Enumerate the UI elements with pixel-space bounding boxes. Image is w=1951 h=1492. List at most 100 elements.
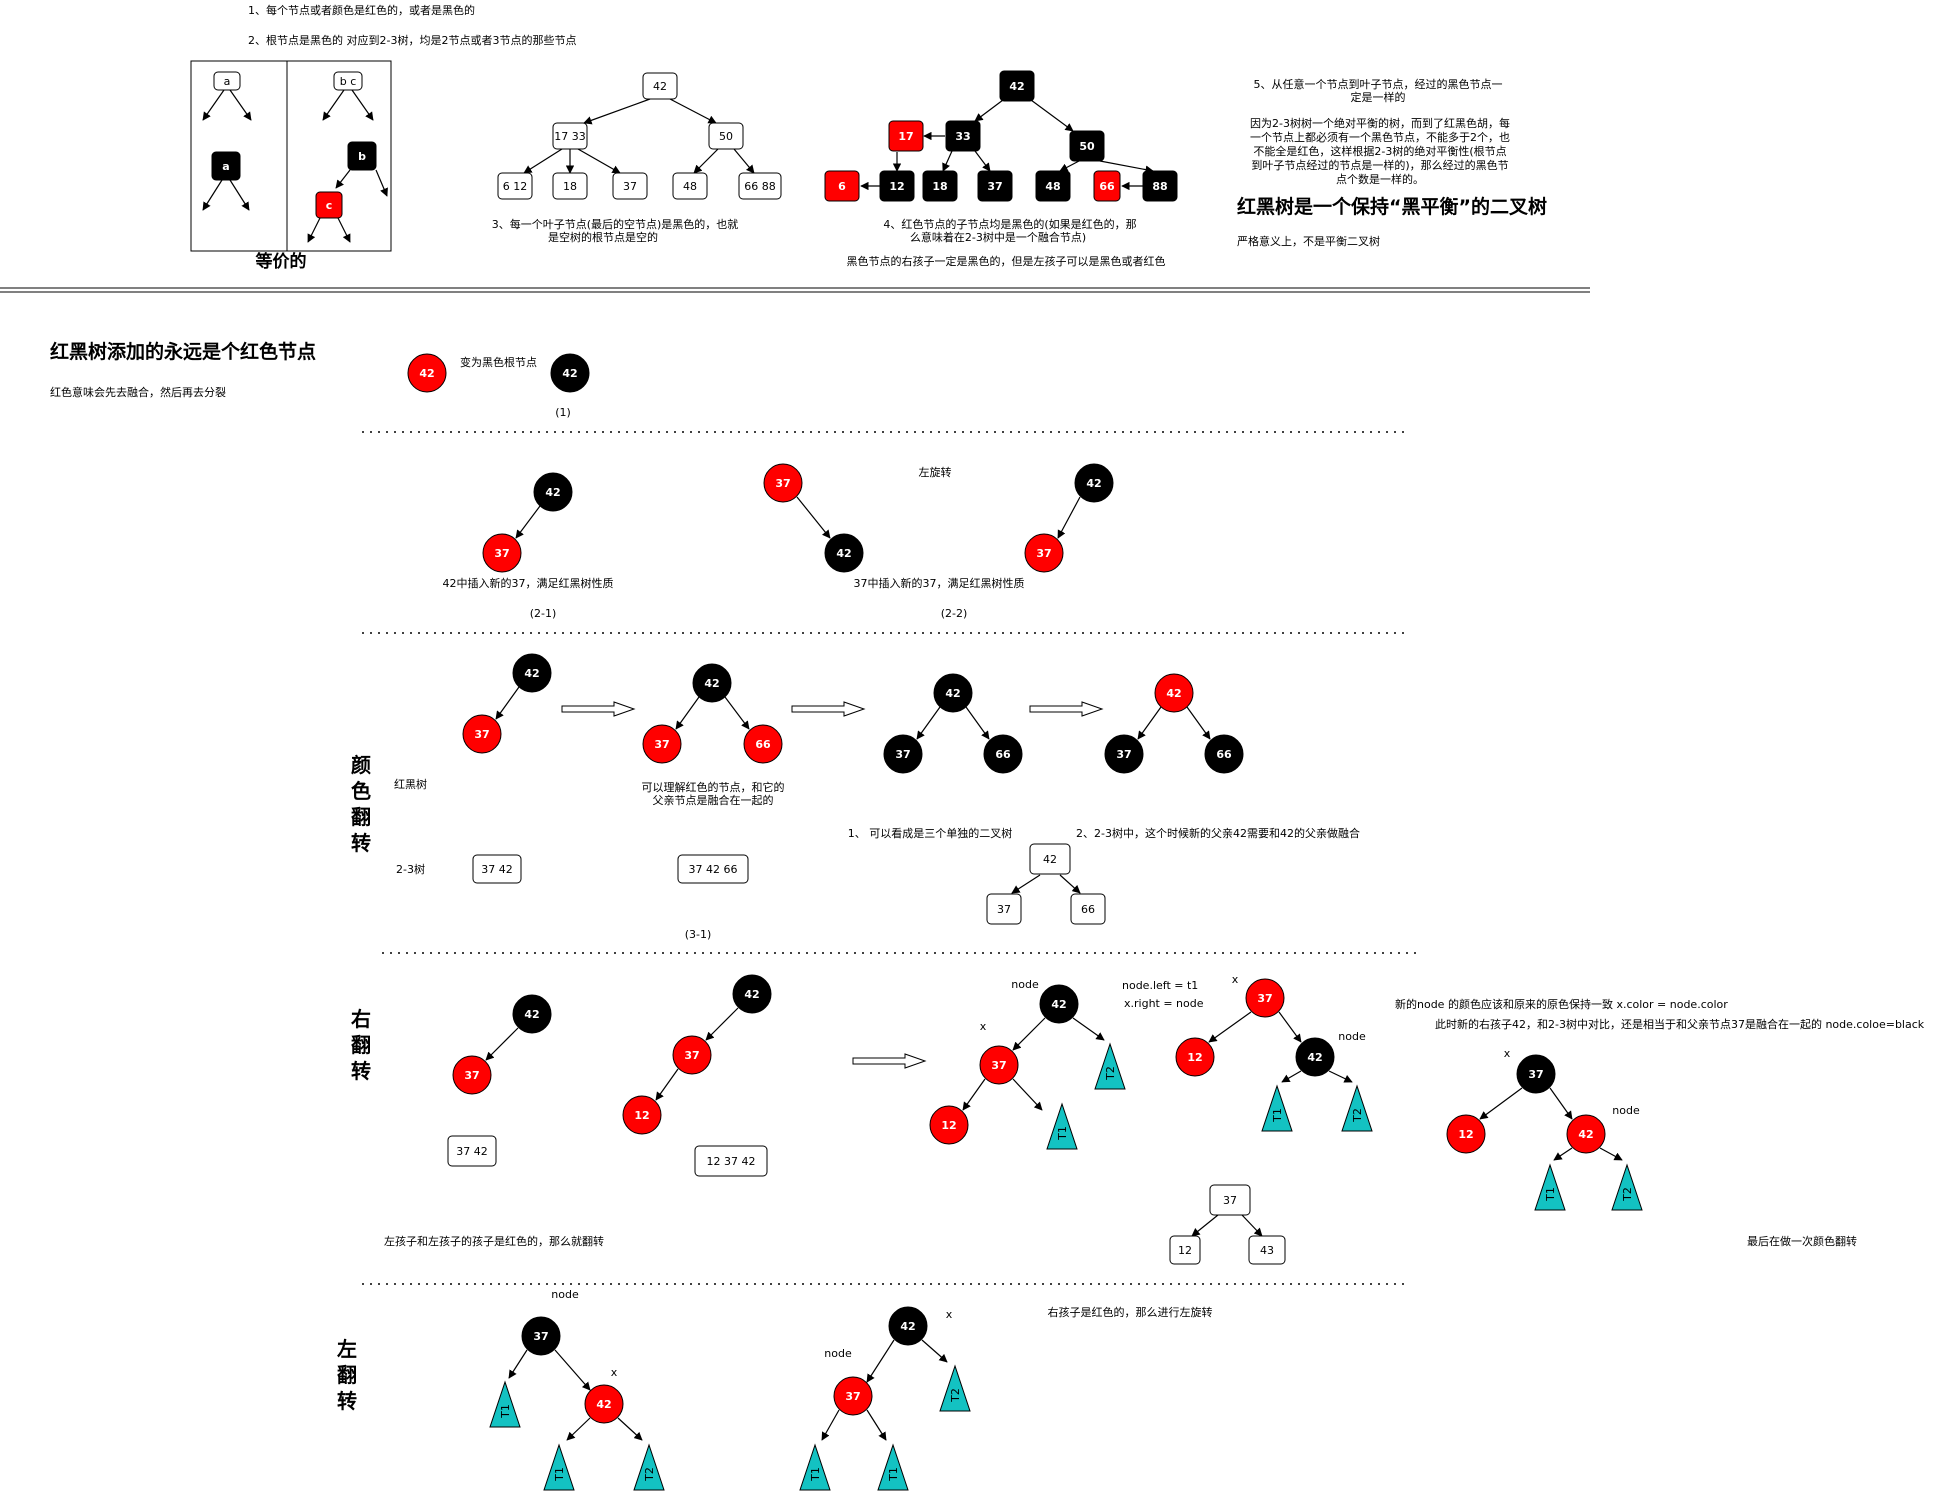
rf-23-node-37-42: 37 42 bbox=[447, 1135, 497, 1167]
node-value: 37 42 bbox=[456, 1145, 488, 1158]
step22-rotated-red-37: 37 bbox=[1024, 533, 1064, 573]
rf3-node-label: node bbox=[1612, 1104, 1640, 1117]
edge-arrow bbox=[733, 148, 755, 174]
edge-arrow bbox=[375, 169, 388, 197]
new-node-color-note: 新的node 的颜色应该和原来的原色保持一致 x.color = node.co… bbox=[1395, 997, 1728, 1011]
node-value: 12 bbox=[634, 1109, 649, 1122]
rb-node-50: 50 bbox=[1069, 130, 1105, 162]
edge-arrow bbox=[1012, 1078, 1043, 1111]
reason-line-1: 因为2-3树树一个绝对平衡的树，而到了红黑色胡，每 bbox=[1250, 116, 1510, 130]
tree23-node-50: 50 bbox=[708, 122, 744, 150]
rf-step5-red-42: 42 bbox=[1566, 1114, 1606, 1154]
edge-arrow bbox=[693, 148, 719, 174]
rf-23-split-37: 37 bbox=[1209, 1184, 1251, 1216]
cf-step1-red-37: 37 bbox=[462, 714, 502, 754]
lf2-subtree-T1: T1 bbox=[543, 1443, 575, 1491]
node-value: 12 37 42 bbox=[707, 1155, 756, 1168]
node-value: 37 bbox=[1223, 1194, 1237, 1207]
edge-arrow bbox=[675, 696, 700, 730]
subtree-label: T1 bbox=[887, 1467, 900, 1482]
edge-arrow bbox=[1011, 874, 1041, 894]
rf-step2-black-42: 42 bbox=[732, 974, 772, 1014]
last-flip-note: 最后在做一次颜色翻转 bbox=[1747, 1234, 1857, 1248]
rf2-node-label: node bbox=[1338, 1030, 1366, 1043]
cf-step3-black-66: 66 bbox=[983, 734, 1023, 774]
cf-23-node-37-42: 37 42 bbox=[472, 854, 522, 884]
strict-note: 严格意义上，不是平衡二叉树 bbox=[1237, 234, 1380, 248]
node-c-red: c bbox=[315, 191, 343, 219]
step1-red-42: 42 bbox=[407, 353, 447, 393]
node-value: 37 bbox=[997, 903, 1011, 916]
node-value: 12 bbox=[941, 1119, 956, 1132]
node-value: 42 bbox=[836, 547, 851, 560]
step-label-1: (1) bbox=[555, 406, 571, 419]
tree23-root-42: 42 bbox=[642, 72, 678, 100]
subtree-label: T1 bbox=[553, 1467, 566, 1482]
edge-arrow bbox=[1030, 99, 1074, 132]
cf-23-split-42: 42 bbox=[1029, 843, 1071, 875]
rb-tree-label: 红黑树 bbox=[394, 777, 427, 791]
rf-x-label: x bbox=[980, 1020, 987, 1033]
node-value: 33 bbox=[955, 130, 970, 143]
tree-23-label: 2-3树 bbox=[396, 862, 425, 876]
node-value: 66 bbox=[755, 738, 771, 751]
lf3-subtree-T1: T1 bbox=[799, 1443, 831, 1491]
rule-3-text-a: 3、每一个叶子节点(最后的空节点)是黑色的，也就 bbox=[492, 217, 739, 231]
subtree-label: T1 bbox=[1056, 1126, 1069, 1141]
cf-step4-black-66: 66 bbox=[1204, 734, 1244, 774]
rb-leaf-12: 12 bbox=[879, 170, 915, 202]
node-value: 42 bbox=[1578, 1128, 1593, 1141]
tree23-leaf-37: 37 bbox=[612, 172, 648, 200]
rf-node-label: node bbox=[1011, 978, 1039, 991]
node-value: 42 bbox=[1307, 1051, 1322, 1064]
equivalent-label: 等价的 bbox=[256, 251, 307, 272]
edge-arrow bbox=[554, 1349, 591, 1391]
rb-root-42: 42 bbox=[999, 70, 1035, 102]
node-value: 6 12 bbox=[503, 180, 528, 193]
rf3-subtree-T2: T2 bbox=[1611, 1163, 1643, 1211]
lf-subtree-T1: T1 bbox=[489, 1380, 521, 1428]
cf-23-split-37: 37 bbox=[986, 893, 1022, 925]
add-red-node-subtitle: 红色意味会先去融合，然后再去分裂 bbox=[50, 385, 226, 399]
color-flip-title: 颜色翻转 bbox=[351, 753, 371, 855]
node-value: 37 bbox=[1116, 748, 1131, 761]
rule-1-text: 1、每个节点或者颜色是红色的，或者是黑色的 bbox=[248, 3, 475, 17]
reason-line-4: 到叶子节点经过的节点是一样的)，那么经过的黑色节 bbox=[1251, 158, 1508, 172]
edge-arrow bbox=[916, 706, 941, 740]
transform-arrow bbox=[852, 1053, 927, 1069]
edge-arrow bbox=[1599, 1147, 1623, 1161]
to-black-root-label: 变为黑色根节点 bbox=[460, 355, 537, 369]
edge-arrow bbox=[583, 98, 651, 125]
lf2-node-label: node bbox=[824, 1347, 852, 1360]
rf-step4-black-42: 42 bbox=[1295, 1037, 1335, 1077]
rf-subtree-T2: T2 bbox=[1094, 1042, 1126, 1090]
node-value: c bbox=[326, 199, 333, 212]
edge-arrow bbox=[1281, 1070, 1302, 1083]
rule-5-text-b: 定是一样的 bbox=[1351, 90, 1406, 104]
node-value: 42 bbox=[1166, 687, 1181, 700]
edge-arrow bbox=[1479, 1087, 1523, 1120]
equivalence-frame bbox=[190, 60, 392, 252]
rf-step2-red-37: 37 bbox=[672, 1035, 712, 1075]
lf-step1-red-42: 42 bbox=[584, 1384, 624, 1424]
node-value: 50 bbox=[719, 130, 733, 143]
node-value: 42 bbox=[545, 486, 560, 499]
transform-arrow bbox=[561, 701, 636, 717]
node-value: 48 bbox=[1045, 180, 1060, 193]
node-value: 66 88 bbox=[744, 180, 776, 193]
node-value: 42 bbox=[1009, 80, 1024, 93]
lf-step2-red-37: 37 bbox=[833, 1376, 873, 1416]
node-a-black: a bbox=[211, 151, 241, 181]
edge-arrow bbox=[337, 217, 351, 243]
fuse-note-2: 父亲节点是融合在一起的 bbox=[653, 793, 774, 807]
transform-arrow bbox=[1029, 701, 1104, 717]
rf2-x-label: x bbox=[1232, 973, 1239, 986]
edge-arrow bbox=[724, 696, 750, 730]
rb-node-17: 17 bbox=[888, 120, 924, 152]
rf3-subtree-T1: T1 bbox=[1534, 1163, 1566, 1211]
node-value: 18 bbox=[563, 180, 577, 193]
edge-arrow bbox=[866, 1409, 887, 1441]
edge-arrow bbox=[577, 148, 621, 174]
node-value: 66 bbox=[1099, 180, 1115, 193]
rf-step4-red-37: 37 bbox=[1245, 978, 1285, 1018]
